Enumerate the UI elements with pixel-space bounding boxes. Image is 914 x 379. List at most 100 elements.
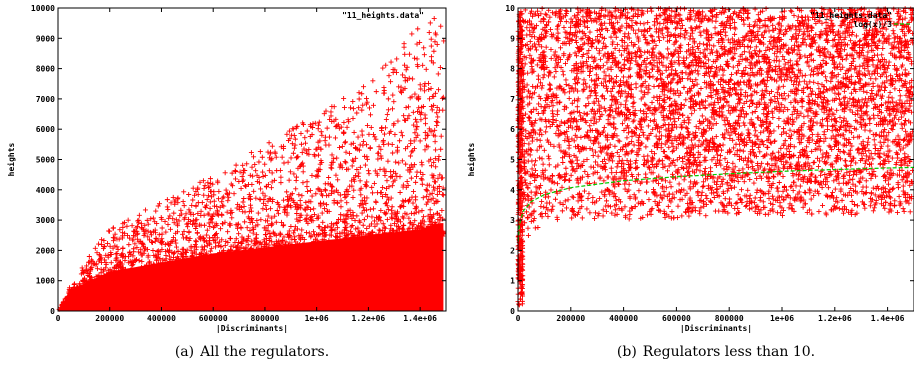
scatter-point (324, 125, 330, 131)
scatter-point (144, 217, 150, 223)
scatter-point (206, 193, 212, 199)
scatter-point (247, 228, 253, 234)
scatter-point (266, 168, 272, 174)
scatter-point (272, 150, 278, 156)
scatter-point (680, 159, 686, 165)
scatter-point (326, 142, 332, 148)
scatter-point (673, 38, 679, 44)
scatter-point (304, 183, 310, 189)
scatter-point (207, 176, 213, 182)
scatter-point (148, 229, 154, 235)
scatter-point (339, 143, 345, 149)
scatter-point (757, 149, 763, 155)
scatter-point (369, 221, 375, 227)
scatter-point (681, 177, 687, 183)
scatter-point (381, 131, 387, 137)
scatter-point (724, 160, 730, 166)
scatter-point (754, 176, 760, 182)
scatter-point (770, 202, 776, 208)
scatter-point (421, 45, 427, 51)
scatter-point (370, 102, 376, 108)
scatter-point (257, 149, 263, 155)
scatter-point (656, 38, 662, 44)
scatter-point (529, 95, 535, 101)
scatter-point (175, 195, 181, 201)
scatter-point (721, 135, 727, 141)
scatter-point (359, 91, 365, 97)
chart-a-legend-entry: "11_heights.data" (342, 10, 424, 20)
scatter-point (281, 197, 287, 203)
scatter-point (676, 181, 682, 187)
scatter-point (354, 166, 360, 172)
scatter-point (619, 43, 625, 49)
scatter-point (242, 183, 248, 189)
scatter-point (560, 159, 566, 165)
scatter-point (155, 203, 161, 209)
scatter-point (714, 189, 720, 195)
scatter-point (370, 190, 376, 196)
scatter-point (244, 237, 250, 243)
scatter-point (753, 128, 759, 134)
scatter-point (322, 232, 328, 238)
scatter-point (604, 198, 610, 204)
scatter-point (668, 184, 674, 190)
scatter-point (130, 253, 136, 259)
scatter-point (887, 194, 893, 200)
scatter-point (833, 138, 839, 144)
scatter-point (242, 219, 248, 225)
scatter-point (273, 154, 279, 160)
scatter-point (295, 218, 301, 224)
scatter-point (887, 90, 893, 96)
scatter-point (241, 196, 247, 202)
scatter-point (743, 203, 749, 209)
scatter-point (430, 184, 436, 190)
scatter-point (189, 202, 195, 208)
scatter-point (356, 96, 362, 102)
scatter-point (369, 184, 375, 190)
scatter-point (250, 173, 256, 179)
scatter-point (143, 228, 149, 234)
scatter-point (417, 82, 423, 88)
scatter-point (355, 173, 361, 179)
scatter-point (885, 181, 891, 187)
scatter-point (202, 182, 208, 188)
scatter-point (204, 232, 210, 238)
scatter-point (288, 224, 294, 229)
scatter-point (240, 199, 246, 205)
scatter-point (110, 225, 116, 231)
scatter-point (236, 231, 242, 237)
y-tick-label: 3000 (36, 216, 55, 225)
scatter-point (291, 132, 297, 138)
scatter-point (361, 139, 367, 145)
scatter-point (126, 242, 132, 248)
scatter-point (585, 41, 591, 47)
scatter-point (391, 221, 397, 227)
scatter-point (355, 134, 361, 140)
scatter-point (193, 223, 199, 229)
scatter-point (302, 135, 308, 141)
x-tick-label: 400000 (147, 314, 176, 323)
scatter-point (216, 212, 222, 218)
scatter-point (342, 224, 348, 230)
scatter-point (308, 207, 314, 213)
scatter-point (438, 146, 444, 152)
scatter-point (315, 240, 321, 246)
scatter-point (281, 160, 287, 166)
scatter-point (569, 215, 575, 221)
scatter-point (410, 188, 416, 194)
scatter-point (278, 232, 284, 238)
scatter-point (353, 155, 359, 161)
scatter-point (524, 25, 530, 31)
scatter-point (180, 235, 186, 241)
scatter-point (892, 198, 898, 204)
scatter-point (616, 182, 622, 188)
scatter-point (408, 210, 414, 216)
scatter-point (770, 193, 776, 199)
scatter-point (296, 192, 302, 198)
scatter-point (435, 119, 441, 125)
scatter-point (229, 252, 235, 258)
scatter-point (276, 211, 282, 217)
scatter-point (304, 179, 310, 185)
scatter-point (546, 156, 552, 162)
